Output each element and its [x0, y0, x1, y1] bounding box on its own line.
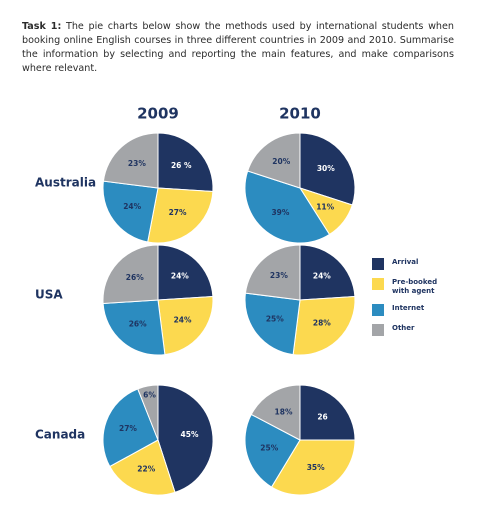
slice-label: 24% [174, 315, 192, 324]
slice-label: 27% [169, 208, 187, 217]
slice-label: 26% [129, 320, 147, 329]
slice-label: 23% [128, 159, 146, 168]
pie-slice [299, 132, 356, 206]
legend: Arrival Pre-booked with agent Internet Othe… [372, 258, 452, 344]
pie-slice [147, 187, 214, 244]
pie-slice [244, 170, 331, 244]
column-label: 2009 [137, 105, 179, 123]
legend-label: Other [392, 324, 415, 332]
slice-label: 22% [137, 465, 155, 474]
task-label: Task 1: [22, 21, 62, 32]
row-label: USA [35, 288, 63, 302]
task-text: Task 1: The pie charts below show the me… [22, 20, 454, 76]
pie-slice [157, 132, 214, 192]
slice-label: 20% [272, 157, 290, 166]
legend-label: Internet [392, 304, 425, 312]
pie-slice [157, 244, 214, 301]
slice-label: 35% [307, 463, 325, 472]
legend-item: Arrival [372, 258, 452, 270]
slice-label: 28% [313, 318, 331, 327]
pie-slice [137, 384, 159, 441]
slice-label: 24% [313, 272, 331, 281]
legend-item: Pre-booked with agent [372, 278, 452, 296]
slice-label: 39% [271, 208, 289, 217]
legend-swatch [372, 304, 384, 316]
pie-slice [109, 439, 176, 496]
pie-slice [270, 439, 356, 496]
row-label: Canada [35, 428, 85, 442]
pie-slice [244, 244, 301, 301]
slice-label: 23% [270, 271, 288, 280]
legend-item: Other [372, 324, 452, 336]
slice-label: 45% [181, 430, 199, 439]
slice-label: 30% [317, 164, 335, 173]
pie-slice [292, 296, 356, 356]
legend-swatch [372, 324, 384, 336]
slice-label: 26% [126, 273, 144, 282]
pie-slice [102, 299, 166, 356]
pie-slice [250, 384, 301, 441]
slice-label: 26 [317, 412, 327, 421]
slice-label: 25% [266, 315, 284, 324]
slice-label: 6% [143, 391, 156, 400]
pie-slice [244, 413, 301, 488]
slice-label: 18% [275, 408, 293, 417]
slice-label: 27% [119, 424, 137, 433]
task-body: The pie charts below show the methods us… [22, 21, 454, 74]
pie-slice [299, 244, 356, 301]
legend-swatch [372, 258, 384, 270]
column-label: 2010 [279, 105, 321, 123]
legend-item: Internet [372, 304, 452, 316]
pie-slice [157, 384, 214, 493]
slice-label: 24% [171, 272, 189, 281]
pie-slice [299, 384, 356, 441]
pie-slice [102, 388, 159, 468]
pie-slice [157, 296, 214, 356]
pie-slice [244, 292, 301, 356]
slice-label: 24% [123, 202, 141, 211]
pie-slice [102, 132, 159, 189]
legend-label: Arrival [392, 258, 419, 266]
legend-label: Pre-booked with agent [392, 278, 438, 295]
pie-slice [102, 244, 159, 304]
pie-slice [102, 180, 159, 243]
slice-label: 11% [316, 203, 334, 212]
legend-swatch [372, 278, 384, 290]
slice-label: 26 % [171, 161, 192, 170]
slice-label: 25% [260, 444, 278, 453]
pie-slice [247, 132, 301, 189]
row-label: Australia [35, 176, 96, 190]
